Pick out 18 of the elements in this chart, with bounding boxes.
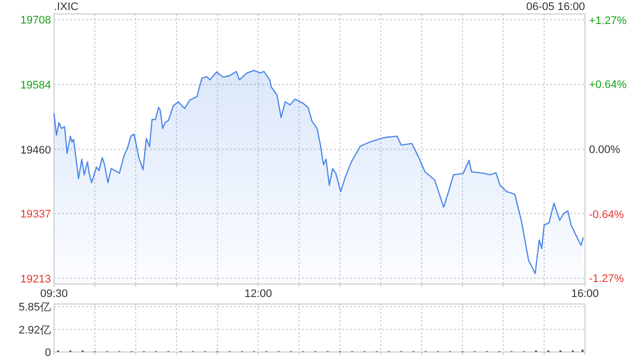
y-tick-label: 0	[44, 347, 51, 359]
y-tick-label: 2.92亿	[18, 324, 51, 336]
y2-tick-label: -1.27%	[589, 272, 624, 285]
y2-tick-label: -0.64%	[589, 208, 624, 221]
y2-tick-label: 0.00%	[589, 144, 620, 156]
y-tick-label: 19460	[20, 144, 51, 156]
y-tick-label: 19584	[20, 80, 51, 92]
x-tick-label: 12:00	[244, 288, 272, 300]
chart-title: .IXIC	[54, 1, 79, 13]
x-tick-label: 16:00	[571, 288, 599, 300]
y2-tick-label: +0.64%	[589, 79, 627, 92]
y-tick-label: 19708	[20, 14, 51, 27]
y-tick-label: 19213	[20, 273, 51, 286]
y-tick-label: 5.85亿	[18, 302, 51, 314]
x-tick-label: 09:30	[40, 288, 68, 300]
y-tick-label: 19337	[20, 208, 51, 220]
text: 06-05 16:00	[526, 1, 585, 13]
y2-tick-label: +1.27%	[589, 15, 627, 28]
